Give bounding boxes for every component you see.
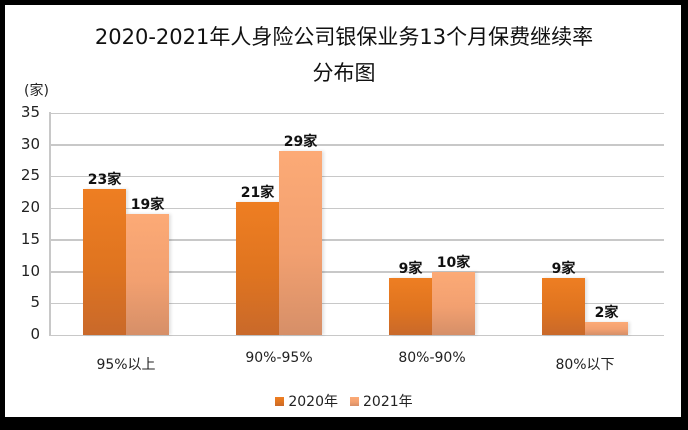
y-tick-label: 0 [30,325,40,343]
x-category-label: 80%-90% [398,350,466,366]
chart-title-line1: 2020-2021年人身险公司银保业务13个月保费继续率 [94,25,594,49]
data-label: 29家 [283,134,318,151]
x-category-label: 90%-95% [245,350,313,366]
data-label: 21家 [240,184,275,201]
bar-2021-2[interactable] [432,271,475,335]
bar-2020-0[interactable] [83,189,126,335]
bar-2020-1[interactable] [236,201,279,335]
gridline [50,144,664,146]
y-axis-unit-label: (家) [24,83,49,99]
legend-item-2020[interactable]: 2020年 [275,391,338,411]
gridline [50,302,664,305]
gridline [50,175,664,178]
gridline [50,271,664,273]
data-label: 2家 [594,305,619,322]
data-label: 19家 [130,197,165,214]
y-tick-label: 30 [20,134,40,153]
y-tick-label: 15 [20,229,40,248]
legend-swatch-2021 [350,396,359,406]
chart-title-line2: 分布图 [312,61,376,85]
data-label: 23家 [87,172,122,189]
y-tick-label: 5 [30,293,40,312]
data-label: 10家 [436,254,471,271]
legend-swatch-2020 [275,396,285,406]
legend: 2020年 2021年 [0,391,688,411]
data-label: 9家 [551,260,576,277]
bar-2020-3[interactable] [542,277,585,335]
x-category-label: 95%以上 [96,357,156,373]
y-tick-label: 10 [20,261,40,280]
gridline [50,207,664,210]
gridline [50,239,664,241]
y-tick-label: 25 [20,166,40,185]
legend-label-2021: 2021年 [363,394,413,410]
x-category-label: 80%以下 [555,357,615,373]
y-axis-line [49,112,51,336]
legend-label-2020: 2020年 [288,394,338,410]
gridline [50,112,664,114]
bar-2021-1[interactable] [279,151,322,335]
bar-2021-3[interactable] [585,322,628,335]
y-tick-label: 35 [20,103,40,121]
bar-2020-2[interactable] [389,277,432,335]
y-tick-label: 20 [20,198,40,217]
legend-item-2021[interactable]: 2021年 [350,391,413,411]
gridline [50,334,664,336]
bar-2021-0[interactable] [126,214,169,335]
data-label: 9家 [398,260,423,277]
